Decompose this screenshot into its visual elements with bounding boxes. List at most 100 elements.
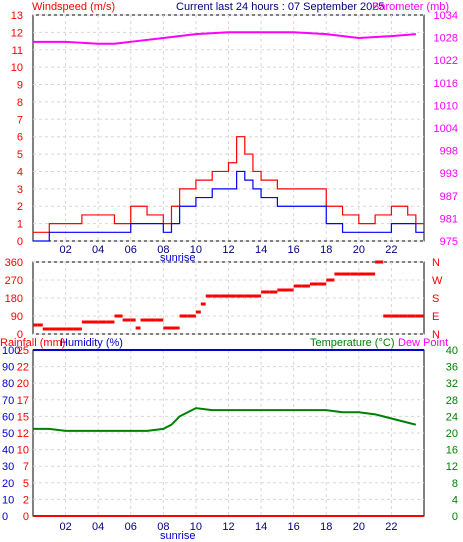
rainfall-tick-label: 7	[23, 461, 29, 473]
barometer-tick-label: 1028	[434, 33, 458, 45]
windspeed-tick-label: 7	[17, 114, 23, 126]
temperature-tick-label: 16	[446, 445, 458, 457]
windspeed-tick-label: 1	[17, 219, 23, 231]
time-tick-label: 20	[353, 521, 365, 533]
rainfall-tick-label: 22	[17, 362, 29, 374]
rainfall-tick-label: 5	[23, 478, 29, 490]
windspeed-tick-label: 3	[17, 184, 23, 196]
windspeed-title: Windspeed (m/s)	[32, 1, 115, 13]
direction-tick-label: 0	[17, 329, 23, 341]
time-tick-label: 04	[92, 521, 104, 533]
time-tick-label: 16	[288, 521, 300, 533]
chart-marks: 0202040406060808101012121414161618182020…	[2, 10, 458, 533]
time-tick-label: 22	[385, 244, 397, 256]
rainfall-tick-label: 25	[17, 345, 29, 357]
humidity-tick-label: 10	[2, 494, 14, 506]
humidity-tick-label: 40	[2, 445, 14, 457]
barometer-line	[33, 31, 416, 45]
barometer-tick-label: 1034	[434, 10, 458, 22]
barometer-title: Barometer (mb)	[372, 1, 449, 13]
temperature-tick-label: 40	[446, 345, 458, 357]
time-tick-label: 16	[288, 244, 300, 256]
time-tick-label: 22	[385, 521, 397, 533]
temperature-tick-label: 8	[452, 478, 458, 490]
windspeed-tick-label: 10	[11, 62, 23, 74]
barometer-tick-label: 987	[440, 191, 458, 203]
dewpoint-legend: Dew Point	[398, 337, 448, 349]
temperature-tick-label: 0	[452, 511, 458, 523]
direction-tick-label: 360	[5, 257, 23, 269]
temperature-tick-label: 20	[446, 428, 458, 440]
barometer-tick-label: 998	[440, 146, 458, 158]
compass-tick-label: N	[432, 257, 440, 269]
rainfall-tick-label: 17	[17, 395, 29, 407]
windspeed-tick-label: 4	[17, 166, 23, 178]
rainfall-tick-label: 2	[23, 494, 29, 506]
compass-tick-label: N	[432, 329, 440, 341]
rainfall-tick-label: 12	[17, 428, 29, 440]
humidity-tick-label: 70	[2, 395, 14, 407]
windspeed-tick-label: 5	[17, 149, 23, 161]
temperature-tick-label: 32	[446, 378, 458, 390]
temperature-line	[33, 407, 417, 432]
time-tick-label: 14	[255, 521, 267, 533]
windspeed-tick-label: 8	[17, 97, 23, 109]
rainfall-tick-label: 15	[17, 411, 29, 423]
wind-average-line	[33, 170, 424, 242]
windspeed-tick-label: 9	[17, 80, 23, 92]
time-tick-label: 04	[92, 244, 104, 256]
compass-tick-label: S	[432, 293, 439, 305]
rainfall-tick-label: 20	[17, 378, 29, 390]
time-tick-label: 12	[222, 521, 234, 533]
time-tick-label: 10	[190, 521, 202, 533]
humidity-tick-label: 50	[2, 428, 14, 440]
barometer-tick-label: 1016	[434, 78, 458, 90]
windspeed-tick-label: 11	[12, 45, 23, 57]
direction-tick-label: 180	[5, 293, 23, 305]
time-tick-label: 10	[190, 244, 202, 256]
compass-tick-label: E	[432, 311, 439, 323]
humidity-tick-label: 20	[2, 478, 14, 490]
time-tick-label: 18	[320, 521, 332, 533]
time-tick-label: 02	[59, 521, 71, 533]
time-tick-label: 14	[255, 244, 267, 256]
wind-gust-line	[33, 136, 424, 233]
time-tick-label: 08	[157, 521, 169, 533]
windspeed-tick-label: 0	[17, 236, 23, 248]
temperature-tick-label: 12	[446, 461, 458, 473]
time-tick-label: 06	[125, 521, 137, 533]
rainfall-tick-label: 0	[23, 511, 29, 523]
humidity-tick-label: 30	[2, 461, 14, 473]
temperature-tick-label: 36	[446, 362, 458, 374]
windspeed-tick-label: 12	[11, 27, 23, 39]
time-tick-label: 06	[125, 244, 137, 256]
temperature-tick-label: 24	[446, 411, 458, 423]
time-tick-label: 18	[320, 244, 332, 256]
barometer-tick-label: 981	[440, 213, 458, 225]
barometer-tick-label: 1004	[434, 123, 458, 135]
direction-tick-label: 90	[11, 311, 23, 323]
windspeed-tick-label: 6	[17, 132, 23, 144]
barometer-tick-label: 975	[440, 236, 458, 248]
windspeed-tick-label: 13	[11, 10, 23, 22]
current-title: Current last 24 hours : 07 September 202…	[176, 1, 385, 13]
humidity-tick-label: 100	[2, 345, 20, 357]
time-tick-label: 20	[353, 244, 365, 256]
barometer-tick-label: 1010	[434, 100, 458, 112]
temperature-tick-label: 28	[446, 395, 458, 407]
rainfall-tick-label: 10	[17, 445, 29, 457]
time-tick-label: 02	[59, 244, 71, 256]
barometer-tick-label: 993	[440, 168, 458, 180]
humidity-tick-label: 90	[2, 362, 14, 374]
temperature-legend: Temperature (°C)	[310, 337, 394, 349]
humidity-tick-label: 60	[2, 411, 14, 423]
compass-tick-label: W	[432, 275, 443, 287]
rainfall-legend: Rainfall (mm)	[0, 337, 65, 349]
temperature-tick-label: 4	[452, 494, 458, 506]
sunrise-label-bottom: sunrise	[160, 530, 195, 542]
sunrise-label-top: sunrise	[160, 252, 195, 264]
time-tick-label: 08	[157, 244, 169, 256]
barometer-tick-label: 1022	[434, 55, 458, 67]
direction-tick-label: 270	[5, 275, 23, 287]
